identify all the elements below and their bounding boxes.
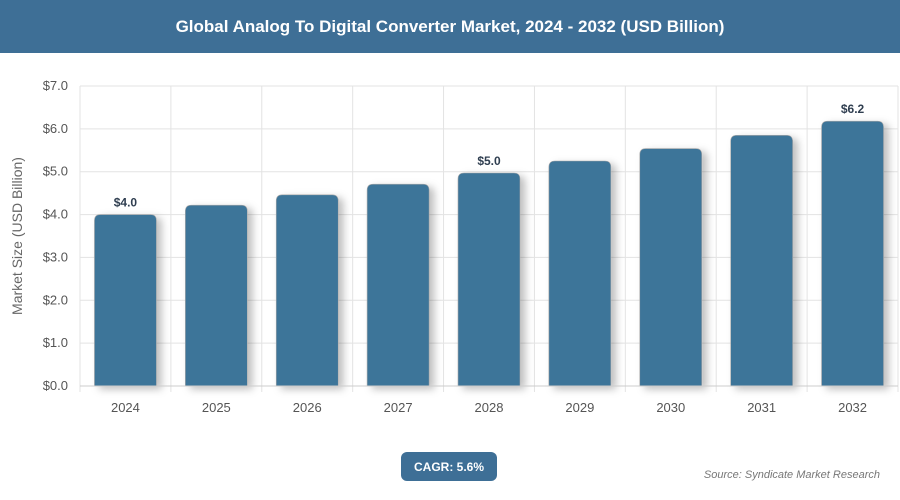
bar-2027 [366, 183, 430, 387]
y-tick-label: $5.0 [43, 164, 68, 179]
data-label: $5.0 [477, 154, 501, 168]
y-tick-label: $2.0 [43, 292, 68, 307]
bar-2024 [94, 214, 157, 387]
bar-2029 [548, 160, 612, 387]
y-tick-label: $3.0 [43, 249, 68, 264]
x-tick-label: 2028 [475, 400, 504, 415]
bar-2030 [639, 148, 703, 387]
y-tick-label: $6.0 [43, 121, 68, 136]
source-note: Source: Syndicate Market Research [703, 469, 880, 481]
bar-2031 [730, 134, 793, 387]
bar-chart: $0.0 $1.0 $2.0 $3.0 $4.0 $5.0 $6.0 $7.0 Market S… [9, 78, 899, 415]
x-tick-label: 2030 [656, 400, 685, 415]
y-tick-label: $4.0 [43, 207, 68, 222]
bar-2032 [821, 120, 884, 387]
x-tick-label: 2026 [293, 400, 322, 415]
x-tick-label: 2024 [111, 400, 140, 415]
x-tick-label: 2032 [838, 400, 867, 415]
data-label: $4.0 [114, 196, 138, 210]
bar-2025 [185, 204, 248, 387]
x-tick-label: 2029 [565, 400, 594, 415]
y-tick-label: $7.0 [43, 78, 68, 93]
y-tick-label: $1.0 [43, 335, 68, 350]
chart-title: Global Analog To Digital Converter Marke… [0, 0, 900, 53]
bar-2026 [275, 194, 339, 387]
x-tick-label: 2025 [202, 400, 231, 415]
bar-2028 [457, 172, 521, 387]
y-tick-label: $0.0 [43, 378, 68, 393]
cagr-badge: CAGR: 5.6% [401, 452, 497, 481]
y-axis-label: Market Size (USD Billion) [9, 157, 25, 315]
data-label: $6.2 [841, 102, 865, 116]
x-tick-label: 2031 [747, 400, 776, 415]
x-tick-label: 2027 [384, 400, 413, 415]
